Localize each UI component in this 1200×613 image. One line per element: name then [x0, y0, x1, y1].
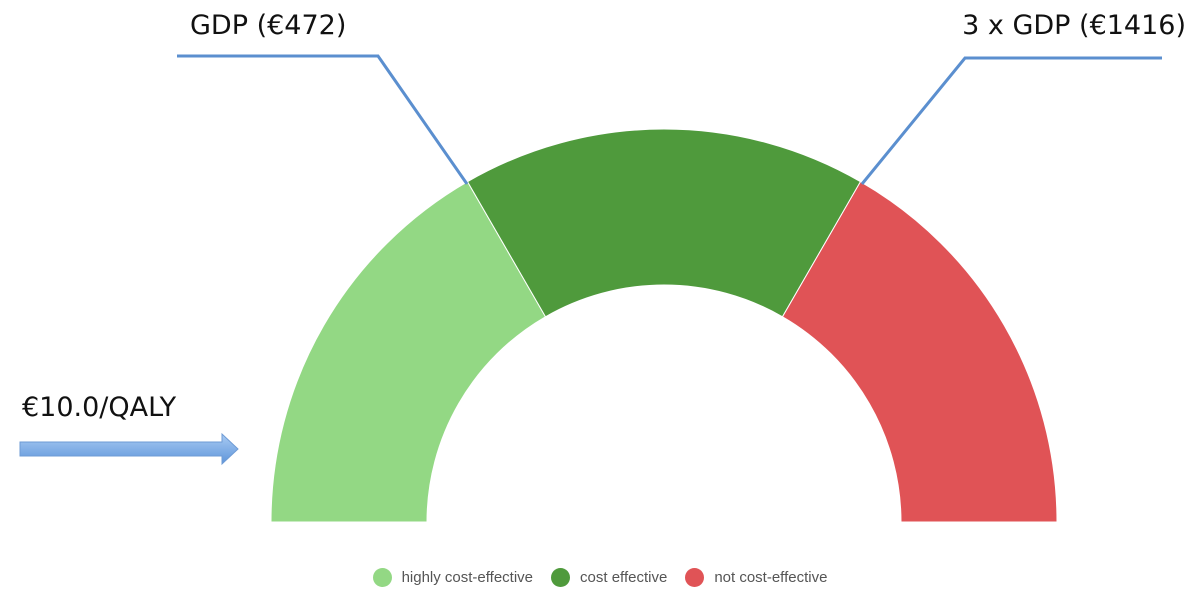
value-arrow — [19, 432, 239, 466]
3gdp-leader-line — [860, 56, 1162, 185]
legend-item-cost-effective[interactable]: cost effective — [551, 568, 667, 587]
gdp-leader-line — [177, 54, 469, 185]
legend-item-not-cost-effective[interactable]: not cost-effective — [685, 568, 827, 587]
3gdp-threshold-label: 3 x GDP (€1416) — [962, 10, 1186, 41]
legend-label: highly cost-effective — [401, 569, 534, 586]
legend-label: not cost-effective — [714, 569, 828, 586]
gauge-segment-highly-cost-effective[interactable] — [270, 180, 547, 523]
legend-swatch — [372, 568, 392, 587]
legend-swatch — [551, 568, 571, 587]
gauge-segment-not-cost-effective[interactable] — [781, 180, 1058, 523]
gdp-threshold-label: GDP (€472) — [190, 10, 347, 41]
legend: highly cost-effective cost effective not… — [0, 568, 1200, 587]
legend-swatch — [685, 568, 705, 587]
gauge-segment-cost-effective[interactable] — [466, 128, 862, 318]
legend-label: cost effective — [580, 569, 668, 586]
legend-item-highly-cost-effective[interactable]: highly cost-effective — [372, 568, 534, 587]
value-label: €10.0/QALY — [22, 392, 177, 423]
